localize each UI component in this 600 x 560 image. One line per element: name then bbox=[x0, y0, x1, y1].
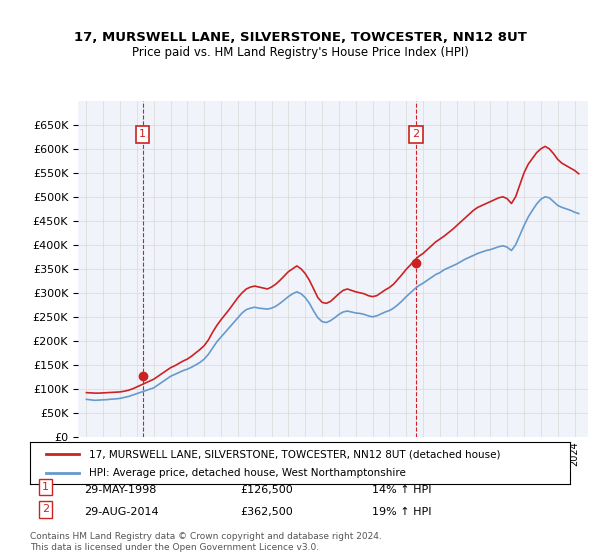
Text: 17, MURSWELL LANE, SILVERSTONE, TOWCESTER, NN12 8UT: 17, MURSWELL LANE, SILVERSTONE, TOWCESTE… bbox=[74, 31, 526, 44]
Text: Price paid vs. HM Land Registry's House Price Index (HPI): Price paid vs. HM Land Registry's House … bbox=[131, 46, 469, 59]
Text: HPI: Average price, detached house, West Northamptonshire: HPI: Average price, detached house, West… bbox=[89, 468, 406, 478]
Text: 2: 2 bbox=[42, 505, 49, 515]
Text: £362,500: £362,500 bbox=[240, 507, 293, 517]
Text: 14% ↑ HPI: 14% ↑ HPI bbox=[372, 485, 431, 495]
Text: 2: 2 bbox=[412, 129, 419, 139]
Text: 1: 1 bbox=[139, 129, 146, 139]
Text: 29-AUG-2014: 29-AUG-2014 bbox=[84, 507, 158, 517]
Text: 17, MURSWELL LANE, SILVERSTONE, TOWCESTER, NN12 8UT (detached house): 17, MURSWELL LANE, SILVERSTONE, TOWCESTE… bbox=[89, 449, 501, 459]
Text: 29-MAY-1998: 29-MAY-1998 bbox=[84, 485, 157, 495]
Text: £126,500: £126,500 bbox=[240, 485, 293, 495]
Text: 19% ↑ HPI: 19% ↑ HPI bbox=[372, 507, 431, 517]
Text: Contains HM Land Registry data © Crown copyright and database right 2024.: Contains HM Land Registry data © Crown c… bbox=[30, 532, 382, 541]
Text: This data is licensed under the Open Government Licence v3.0.: This data is licensed under the Open Gov… bbox=[30, 543, 319, 552]
Text: 1: 1 bbox=[42, 482, 49, 492]
